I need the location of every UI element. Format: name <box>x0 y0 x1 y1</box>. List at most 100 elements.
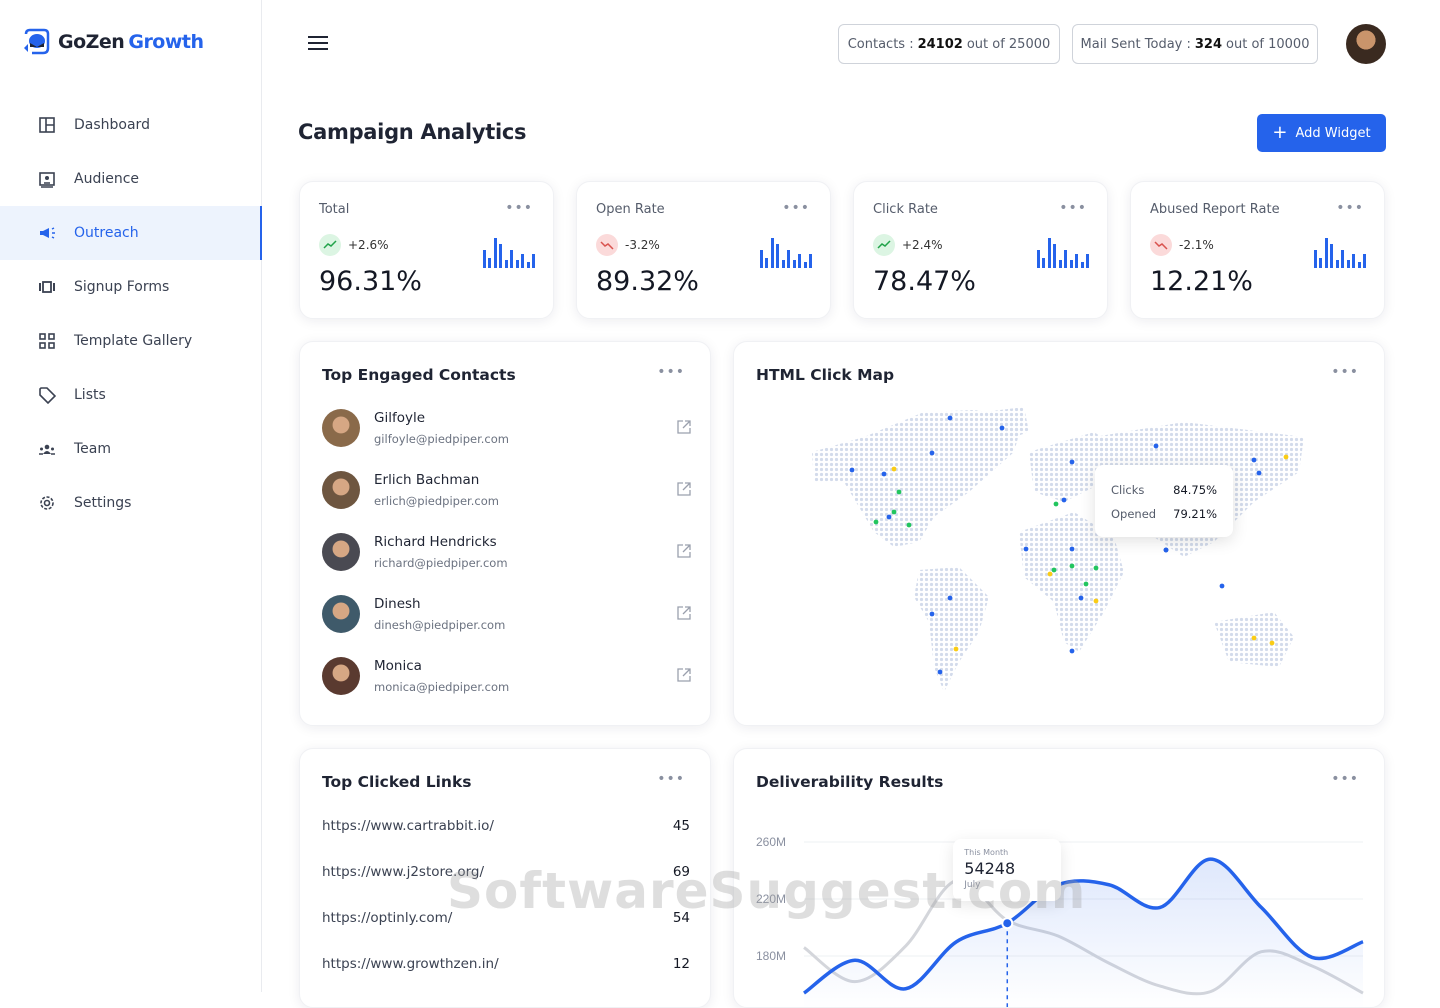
sidebar-item-settings[interactable]: Settings <box>0 476 262 530</box>
map-marker[interactable] <box>1251 635 1257 641</box>
sparkline-bar <box>759 250 763 268</box>
sidebar-item-outreach[interactable]: Outreach <box>0 206 262 260</box>
sidebar-item-signup-forms[interactable]: Signup Forms <box>0 260 262 314</box>
hamburger-menu-icon[interactable] <box>308 36 328 52</box>
map-marker[interactable] <box>1256 470 1262 476</box>
add-widget-button[interactable]: + Add Widget <box>1257 114 1386 152</box>
more-options-icon[interactable]: ••• <box>657 364 685 380</box>
link-url[interactable]: https://www.j2store.org/ <box>322 864 485 880</box>
map-marker[interactable] <box>873 519 879 525</box>
map-marker[interactable] <box>1093 598 1099 604</box>
sparkline <box>1313 236 1366 268</box>
y-tick-label: 180M <box>756 949 786 963</box>
more-options-icon[interactable]: ••• <box>657 771 685 787</box>
sidebar-item-label: Dashboard <box>74 117 150 133</box>
contact-row[interactable]: Dinesh dinesh@piedpiper.com <box>322 595 692 635</box>
y-tick-label: 220M <box>756 892 786 906</box>
map-marker[interactable] <box>999 425 1005 431</box>
map-marker[interactable] <box>849 467 855 473</box>
map-marker[interactable] <box>947 595 953 601</box>
map-marker[interactable] <box>881 471 887 477</box>
sidebar-item-team[interactable]: Team <box>0 422 262 476</box>
map-marker[interactable] <box>1269 640 1275 646</box>
map-marker[interactable] <box>1069 648 1075 654</box>
sparkline-bar <box>1335 260 1339 268</box>
south-america <box>914 567 989 692</box>
series-area <box>804 859 1363 1007</box>
link-url[interactable]: https://www.growthzen.in/ <box>322 956 499 972</box>
map-marker[interactable] <box>1069 563 1075 569</box>
map-marker[interactable] <box>1069 546 1075 552</box>
contact-email: gilfoyle@piedpiper.com <box>374 432 509 446</box>
megaphone-icon <box>40 227 55 239</box>
sidebar-item-label: Signup Forms <box>74 279 170 295</box>
contact-row[interactable]: Gilfoyle gilfoyle@piedpiper.com <box>322 409 692 449</box>
map-marker[interactable] <box>886 514 892 520</box>
map-marker[interactable] <box>1069 459 1075 465</box>
map-marker[interactable] <box>1251 457 1257 463</box>
external-link-icon[interactable] <box>676 605 692 621</box>
contact-row[interactable]: Richard Hendricks richard@piedpiper.com <box>322 533 692 573</box>
map-marker[interactable] <box>1047 571 1053 577</box>
map-marker[interactable] <box>1078 595 1084 601</box>
map-marker[interactable] <box>929 611 935 617</box>
contact-row[interactable]: Monica monica@piedpiper.com <box>322 657 692 697</box>
deliverability-results-card: Deliverability Results ••• 260M 220M 180M … <box>733 748 1385 1008</box>
hover-point[interactable] <box>1001 917 1014 930</box>
sparkline-bar <box>521 254 524 268</box>
contact-avatar <box>322 533 360 571</box>
map-marker[interactable] <box>1153 443 1159 449</box>
stat-card-open-rate: Open Rate ••• -3.2% 89.32% <box>576 181 831 319</box>
sidebar-item-lists[interactable]: Lists <box>0 368 262 422</box>
sparkline-bar <box>482 250 486 268</box>
link-url[interactable]: https://optinly.com/ <box>322 910 453 926</box>
main-content: Contacts :24102 out of 25000 Mail Sent To… <box>262 0 1440 1008</box>
map-marker[interactable] <box>896 489 902 495</box>
external-link-icon[interactable] <box>676 481 692 497</box>
contact-row[interactable]: Erlich Bachman erlich@piedpiper.com <box>322 471 692 511</box>
y-tick-label: 260M <box>756 835 786 849</box>
map-marker[interactable] <box>947 415 953 421</box>
sparkline-bar <box>526 262 530 268</box>
map-marker[interactable] <box>891 466 897 472</box>
external-link-icon[interactable] <box>676 667 692 683</box>
user-avatar[interactable] <box>1346 24 1386 64</box>
tag-icon <box>39 387 56 404</box>
map-marker[interactable] <box>937 669 943 675</box>
sidebar-item-audience[interactable]: Audience <box>0 152 262 206</box>
team-icon <box>39 444 55 455</box>
map-marker[interactable] <box>906 522 912 528</box>
more-options-icon[interactable]: ••• <box>1059 200 1087 216</box>
external-link-icon[interactable] <box>676 419 692 435</box>
link-click-count: 45 <box>672 818 690 834</box>
sparkline-bar <box>1086 254 1089 268</box>
map-marker[interactable] <box>1283 454 1289 460</box>
more-options-icon[interactable]: ••• <box>1331 364 1359 380</box>
more-options-icon[interactable]: ••• <box>1336 200 1364 216</box>
map-marker[interactable] <box>891 509 897 515</box>
map-marker[interactable] <box>1061 497 1067 503</box>
map-marker[interactable] <box>1053 501 1059 507</box>
trend-down-icon <box>596 234 618 256</box>
map-marker[interactable] <box>1051 567 1057 573</box>
map-marker[interactable] <box>1083 581 1089 587</box>
map-marker[interactable] <box>1219 583 1225 589</box>
external-link-icon[interactable] <box>676 543 692 559</box>
map-marker[interactable] <box>1093 565 1099 571</box>
sidebar-item-template-gallery[interactable]: Template Gallery <box>0 314 262 368</box>
map-marker[interactable] <box>929 450 935 456</box>
link-url[interactable]: https://www.cartrabbit.io/ <box>322 818 494 834</box>
sparkline-bar <box>1357 262 1361 268</box>
carousel-icon <box>39 281 55 293</box>
map-marker[interactable] <box>1023 546 1029 552</box>
add-widget-label: Add Widget <box>1295 125 1371 141</box>
logo[interactable]: GoZen Growth <box>20 26 204 58</box>
more-options-icon[interactable]: ••• <box>1331 771 1359 787</box>
more-options-icon[interactable]: ••• <box>782 200 810 216</box>
sidebar-item-dashboard[interactable]: Dashboard <box>0 98 262 152</box>
sparkline-bar <box>792 260 796 268</box>
map-marker[interactable] <box>1163 547 1169 553</box>
more-options-icon[interactable]: ••• <box>505 200 533 216</box>
card-title: Top Engaged Contacts <box>322 366 516 384</box>
map-marker[interactable] <box>953 646 959 652</box>
